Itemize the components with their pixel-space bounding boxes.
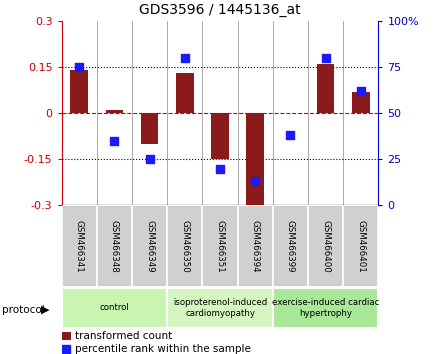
Text: GSM466349: GSM466349 xyxy=(145,220,154,272)
Bar xyxy=(167,287,273,329)
Text: GSM466394: GSM466394 xyxy=(251,220,260,272)
Bar xyxy=(317,64,334,113)
Text: percentile rank within the sample: percentile rank within the sample xyxy=(75,343,251,354)
Bar xyxy=(176,73,194,113)
Text: protocol: protocol xyxy=(2,305,45,315)
Text: GSM466400: GSM466400 xyxy=(321,219,330,273)
Point xyxy=(287,132,294,138)
Point xyxy=(357,88,364,94)
Text: GSM466401: GSM466401 xyxy=(356,219,365,273)
Bar xyxy=(62,332,71,339)
Bar xyxy=(132,205,167,287)
Bar xyxy=(106,110,123,113)
Bar xyxy=(273,205,308,287)
Text: GSM466348: GSM466348 xyxy=(110,219,119,273)
Text: control: control xyxy=(99,303,129,313)
Point xyxy=(76,64,83,70)
Bar xyxy=(202,205,238,287)
Point xyxy=(322,55,329,61)
Point xyxy=(146,156,153,162)
Text: GSM466350: GSM466350 xyxy=(180,219,189,273)
Bar xyxy=(343,205,378,287)
Text: GSM466341: GSM466341 xyxy=(75,219,84,273)
Text: exercise-induced cardiac
hypertrophy: exercise-induced cardiac hypertrophy xyxy=(272,298,379,318)
Text: ▶: ▶ xyxy=(41,305,49,315)
Point xyxy=(216,166,224,171)
Text: GSM466399: GSM466399 xyxy=(286,220,295,272)
Text: isoproterenol-induced
cardiomyopathy: isoproterenol-induced cardiomyopathy xyxy=(173,298,267,318)
Bar xyxy=(97,205,132,287)
Bar xyxy=(273,287,378,329)
Bar xyxy=(167,205,202,287)
Bar xyxy=(246,113,264,205)
Bar xyxy=(141,113,158,144)
Point xyxy=(181,55,188,61)
Point xyxy=(111,138,118,144)
Text: transformed count: transformed count xyxy=(75,331,172,341)
Point xyxy=(252,178,259,184)
Bar xyxy=(238,205,273,287)
Bar xyxy=(308,205,343,287)
Bar xyxy=(352,92,370,113)
Bar xyxy=(62,205,97,287)
Title: GDS3596 / 1445136_at: GDS3596 / 1445136_at xyxy=(139,4,301,17)
Bar xyxy=(211,113,229,159)
Bar xyxy=(70,70,88,113)
Bar xyxy=(62,287,167,329)
Point xyxy=(260,289,267,295)
Text: GSM466351: GSM466351 xyxy=(216,219,224,273)
